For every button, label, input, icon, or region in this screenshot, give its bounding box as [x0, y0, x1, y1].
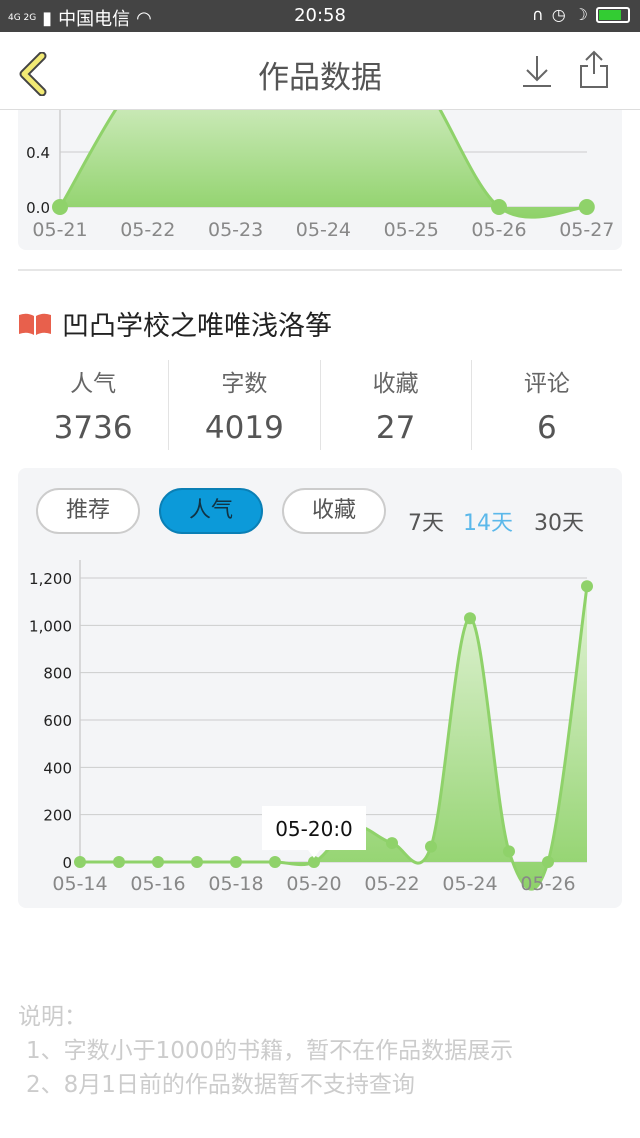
y-tick-label: 0: [62, 854, 72, 872]
x-tick-label: 05-22: [364, 873, 419, 895]
x-tick-label: 05-23: [208, 219, 263, 241]
y-tick-label: 0.4: [26, 144, 50, 162]
x-tick-label: 05-18: [208, 873, 263, 895]
y-tick-label: 800: [43, 665, 72, 683]
x-tick-label: 05-27: [559, 219, 614, 241]
moon-icon: ☽: [573, 5, 588, 24]
data-point: [52, 199, 68, 215]
stat-favorites: 收藏 27: [321, 360, 472, 450]
note-line: 1、字数小于1000的书籍，暂不在作品数据展示: [26, 1038, 514, 1064]
range-14-days[interactable]: 14天: [463, 511, 513, 536]
metric-recommend-button[interactable]: 推荐: [36, 488, 140, 534]
data-point: [308, 856, 320, 868]
data-point: [386, 837, 398, 850]
data-point: [542, 856, 554, 868]
y-tick-label: 1,000: [29, 617, 72, 635]
stat-label: 字数: [221, 371, 268, 397]
tooltip-box: [262, 806, 366, 850]
data-point: [191, 856, 203, 868]
data-point: [152, 856, 164, 868]
range-7-days[interactable]: 7天: [408, 511, 444, 536]
stat-value: 4019: [204, 410, 284, 446]
notes: 说明： 1、字数小于1000的书籍，暂不在作品数据展示 2、8月1日前的作品数据…: [18, 1000, 513, 1102]
top-chart-card: 0.0 0.4 05-21 05-22 05-23 05-24 05-25 05-26 05-2…: [18, 57, 622, 250]
alarm-icon: ◷: [551, 5, 566, 24]
x-tick-label: 05-16: [130, 873, 185, 895]
y-tick-label: 400: [43, 759, 72, 777]
data-point: [578, 199, 595, 215]
tooltip-text: 05-20:0: [275, 817, 353, 841]
data-point: [581, 580, 593, 593]
x-tick-label: 05-20: [286, 873, 341, 895]
signal-icon: ▮: [42, 7, 53, 29]
main-chart-card: 0 200 400 600 800 1,000 1,200 05-14 05-16 05-18 05…: [18, 468, 622, 908]
wifi-icon: ◠: [136, 7, 152, 29]
chevron-left-icon[interactable]: [16, 52, 50, 96]
tooltip-pointer: [308, 850, 320, 858]
stat-popularity: 人气 3736: [18, 360, 170, 450]
stat-value: 3736: [53, 410, 133, 446]
stat-comments: 评论 6: [472, 360, 622, 450]
data-point: [503, 845, 515, 858]
app-header: 作品数据: [0, 32, 640, 110]
area-fill: [80, 586, 587, 890]
network-indicator: 4G 2G: [8, 12, 37, 23]
x-tick-label: 05-24: [296, 219, 351, 241]
data-point: [113, 856, 125, 868]
clock: 20:58: [294, 5, 346, 26]
x-tick-label: 05-22: [120, 219, 175, 241]
y-tick-label: 600: [43, 712, 72, 730]
stat-value: 6: [537, 410, 557, 446]
battery-icon: [596, 6, 630, 23]
divider: [18, 269, 622, 271]
y-tick-label: 1,200: [29, 570, 72, 588]
share-icon[interactable]: [578, 50, 610, 90]
data-point: [464, 612, 476, 625]
stat-label: 人气: [70, 371, 117, 397]
data-point: [425, 840, 437, 853]
note-line: 2、8月1日前的作品数据暂不支持查询: [26, 1072, 415, 1098]
x-tick-label: 05-21: [32, 219, 87, 241]
y-tick-label: 200: [43, 807, 72, 825]
data-point: [230, 856, 242, 868]
metric-popularity-button[interactable]: 人气: [159, 488, 263, 534]
x-tick-label: 05-14: [52, 873, 107, 895]
x-tick-label: 05-26: [471, 219, 526, 241]
book-title-row: 凹凸学校之唯唯浅洛筝: [18, 304, 332, 343]
y-tick-label: 0.0: [26, 199, 50, 217]
data-point: [74, 856, 86, 868]
x-tick-label: 05-25: [384, 219, 439, 241]
metric-favorites-button[interactable]: 收藏: [282, 488, 386, 534]
range-30-days[interactable]: 30天: [534, 511, 584, 536]
status-bar: 4G 2G ▮ 中国电信 ◠ 20:58 ∩ ◷ ☽: [0, 0, 640, 32]
stat-label: 收藏: [372, 371, 419, 397]
download-icon[interactable]: [520, 54, 554, 88]
book-title: 凹凸学校之唯唯浅洛筝: [62, 311, 332, 342]
stat-word-count: 字数 4019: [169, 360, 321, 450]
carrier: 中国电信: [58, 9, 131, 30]
stat-label: 评论: [523, 371, 570, 397]
notes-title: 说明：: [18, 1004, 87, 1030]
page-title: 作品数据: [258, 60, 382, 96]
data-point: [491, 199, 507, 215]
x-tick-label: 05-24: [442, 873, 497, 895]
stat-value: 27: [375, 410, 416, 446]
x-tick-label: 05-26: [520, 873, 575, 895]
book-icon: [19, 313, 51, 335]
stats-row: 人气 3736 字数 4019 收藏 27 评论 6: [18, 360, 622, 450]
data-point: [269, 856, 281, 868]
headset-icon: ∩: [531, 5, 544, 24]
popularity-area-chart: 0 200 400 600 800 1,000 1,200 05-14 05-16 05-18 05…: [29, 560, 593, 895]
top-area-chart: 0.0 0.4 05-21 05-22 05-23 05-24 05-25 05-26 05-2…: [26, 57, 614, 241]
